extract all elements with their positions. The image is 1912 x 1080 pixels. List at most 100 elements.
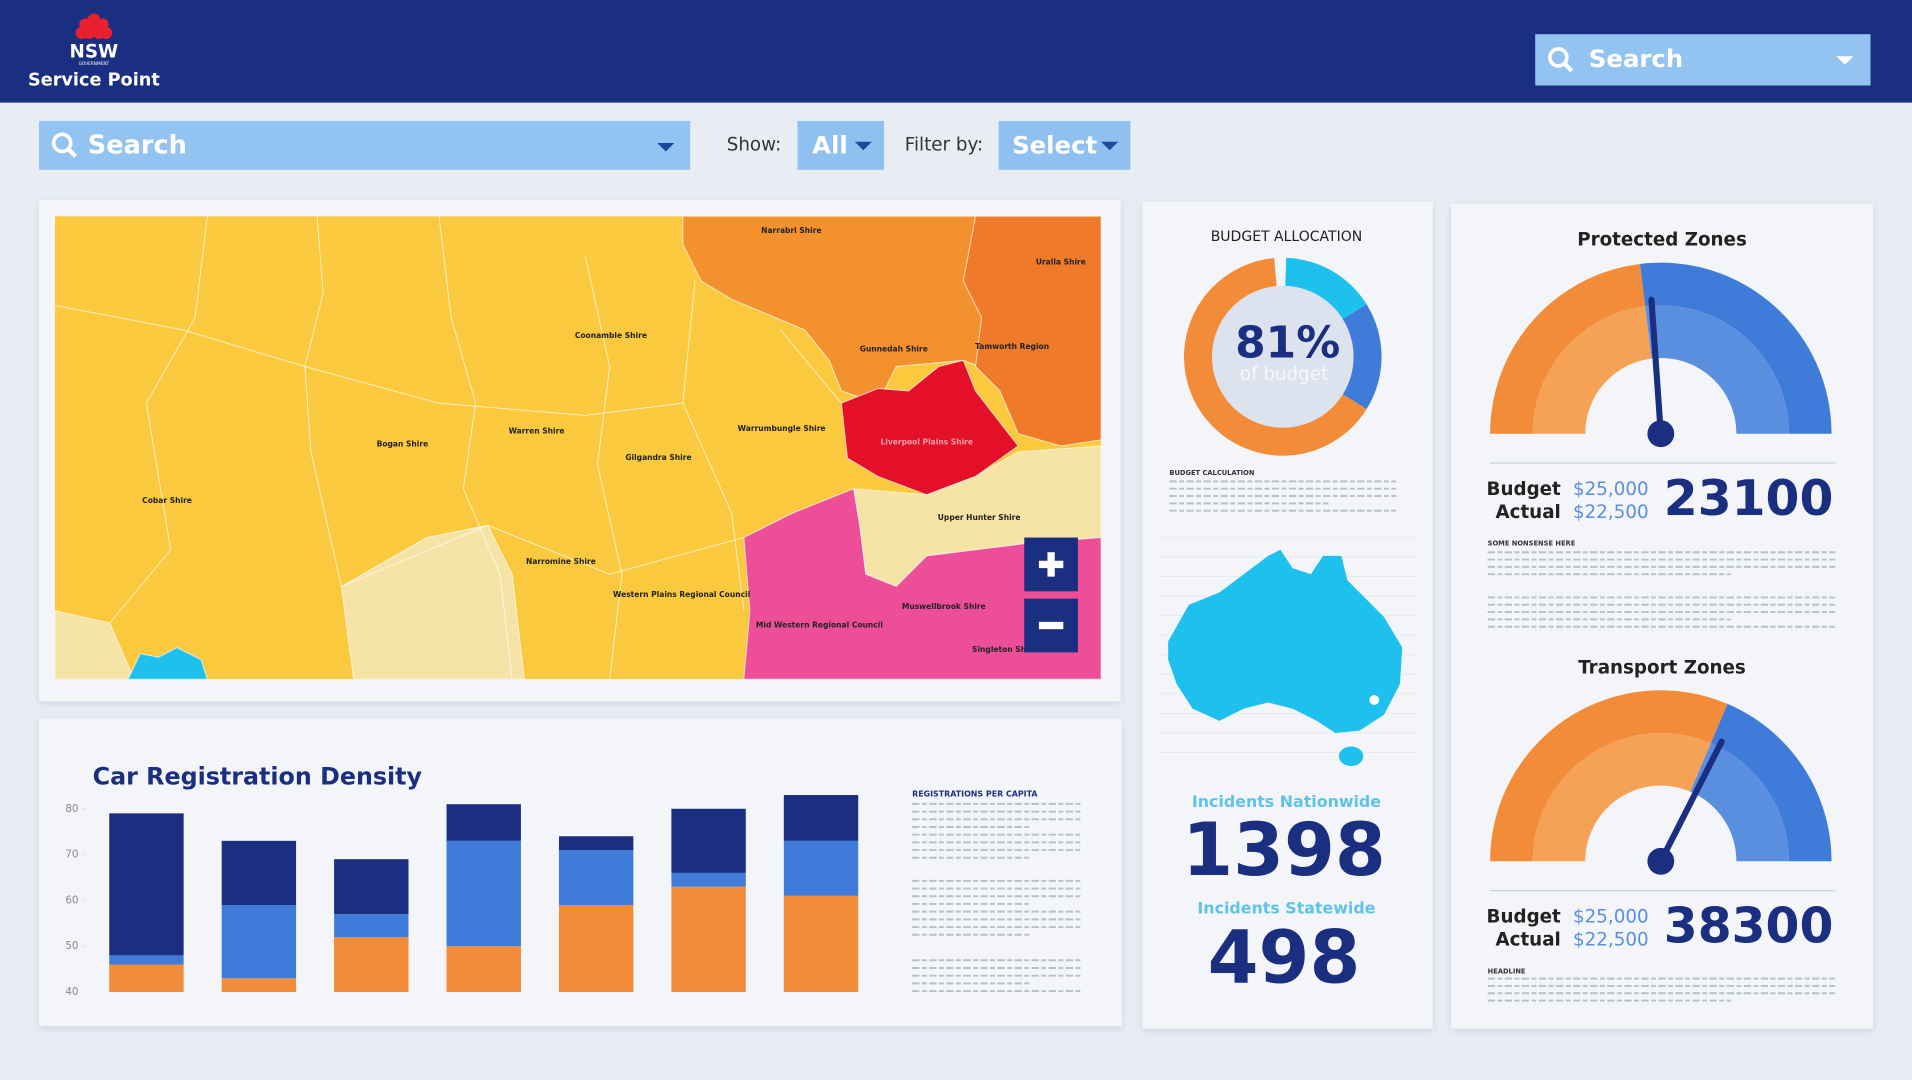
dropdown-arrow xyxy=(854,141,872,151)
incidents-label: Incidents Nationwide xyxy=(1192,792,1381,811)
region-label: Coonamble Shire xyxy=(575,331,647,340)
gauge-value: 38300 xyxy=(1664,898,1834,955)
gauge-title: Protected Zones xyxy=(1577,230,1747,251)
note-heading: SOME NONSENSE HERE xyxy=(1488,540,1576,548)
bar-segment xyxy=(446,840,521,947)
region-label: Muswellbrook Shire xyxy=(902,602,986,611)
show-label: Show: xyxy=(727,134,781,155)
logo-brand: Service Point xyxy=(28,71,160,91)
actual-label: Actual xyxy=(1495,502,1560,523)
map-boundary xyxy=(341,524,744,587)
dropdown-value: All xyxy=(812,131,848,160)
region-label: Warrumbungle Shire xyxy=(738,424,826,433)
donut-center xyxy=(1212,285,1354,428)
budget-label: Budget xyxy=(1487,479,1562,500)
gauge-band xyxy=(1490,263,1646,434)
map-region-shape xyxy=(962,216,1102,447)
map-region-shape xyxy=(743,488,1102,680)
donut-ring xyxy=(1285,257,1367,320)
incidents-label: Incidents Statewide xyxy=(1197,898,1375,917)
search-icon xyxy=(66,147,78,158)
toolbar-search[interactable]: Search xyxy=(39,120,691,170)
gauge-band xyxy=(1490,690,1728,862)
region-label: Bogan Shire xyxy=(377,440,429,449)
chart-notes xyxy=(912,802,1083,993)
search-placeholder: Search xyxy=(88,131,187,161)
bar-segment xyxy=(446,946,521,993)
budget-value: $25,000 xyxy=(1573,479,1649,500)
dropdown-button[interactable] xyxy=(797,120,885,170)
logo-name: NSW xyxy=(70,42,119,63)
gauge-band xyxy=(1532,733,1711,862)
show-dropdown[interactable]: All xyxy=(797,120,885,170)
bar-segment xyxy=(783,840,859,896)
search-box[interactable] xyxy=(1535,34,1871,86)
map-region-shape xyxy=(54,610,135,680)
gauge-hub xyxy=(1647,847,1675,875)
map-boundary xyxy=(584,256,623,680)
bar-segment xyxy=(671,872,746,887)
transport-zones: Transport Zones Budget $25,000 Actual $22,50… xyxy=(1487,657,1836,1002)
filter-dropdown[interactable]: Select xyxy=(998,120,1131,170)
gauge-band xyxy=(1645,305,1789,434)
region-label: Gilgandra Shire xyxy=(625,453,691,462)
region-label: Narrabri Shire xyxy=(761,226,821,235)
bar-segment xyxy=(783,895,859,993)
incidents-value: 498 xyxy=(1208,916,1361,1001)
dropdown-value: Select xyxy=(1012,131,1097,160)
gauge-needle xyxy=(1657,738,1725,865)
budget-caption: of budget xyxy=(1240,364,1328,385)
bar-segment xyxy=(671,886,746,993)
region-label: Warren Shire xyxy=(509,426,565,435)
region-label: Mid Western Regional Council xyxy=(756,621,883,630)
logo-sub: GOVERNMENT xyxy=(79,61,110,67)
donut-ring xyxy=(1342,304,1382,410)
gauge-band xyxy=(1640,262,1832,434)
bar-segment xyxy=(558,836,634,851)
map-boundary xyxy=(780,329,842,404)
bar-segment xyxy=(558,904,634,993)
budget-note-heading: BUDGET CALCULATION xyxy=(1169,469,1254,477)
actual-value: $22,500 xyxy=(1573,502,1649,523)
y-tick-label: 50 xyxy=(65,940,78,952)
actual-value: $22,500 xyxy=(1573,930,1649,951)
note-heading: HEADLINE xyxy=(1488,967,1526,975)
zoom-out-button[interactable] xyxy=(1024,598,1078,653)
budget-label: Budget xyxy=(1487,907,1562,928)
search-box[interactable] xyxy=(39,120,691,170)
map[interactable]: Narrabri Shire Uralla Shire Coonamble Shir… xyxy=(54,216,1102,680)
location-dot xyxy=(1369,695,1380,705)
y-tick-label: 40 xyxy=(65,986,78,998)
region-label: Gunnedah Shire xyxy=(860,344,928,353)
bar-segment xyxy=(109,813,184,956)
header-search[interactable]: Search xyxy=(1535,34,1871,86)
region-label: Cobar Shire xyxy=(142,496,192,505)
y-tick-label: 60 xyxy=(65,894,78,906)
bar-segment xyxy=(671,808,746,873)
toolbar: Show: Filter by: xyxy=(727,134,983,155)
dropdown-arrow xyxy=(657,142,675,152)
search-icon xyxy=(1562,62,1574,73)
region-label: Tamworth Region xyxy=(975,342,1049,351)
gauge-title: Transport Zones xyxy=(1578,657,1746,678)
map-region-shape xyxy=(840,359,1019,496)
region-label: Liverpool Plains Shire xyxy=(880,437,973,446)
zoom-in-button[interactable] xyxy=(1024,537,1078,592)
region-label: Upper Hunter Shire xyxy=(938,513,1021,522)
zoom-out-icon xyxy=(1038,621,1064,630)
region-label: Singleton Shire xyxy=(972,645,1037,654)
budget-percent: 81% xyxy=(1235,318,1340,369)
bar-segment xyxy=(334,859,409,915)
chart-annotation: REGISTRATIONS PER CAPITA xyxy=(912,790,1038,799)
bar-segment xyxy=(334,937,409,993)
filter-label: Filter by: xyxy=(905,134,983,155)
chart-title: Car Registration Density xyxy=(93,763,423,791)
budget-allocation: BUDGET ALLOCATION 81%of budget BUDGET CALC… xyxy=(1158,229,1417,767)
australia-map xyxy=(1168,549,1403,734)
gauge-band xyxy=(1532,306,1652,434)
bar-segment xyxy=(221,840,297,905)
